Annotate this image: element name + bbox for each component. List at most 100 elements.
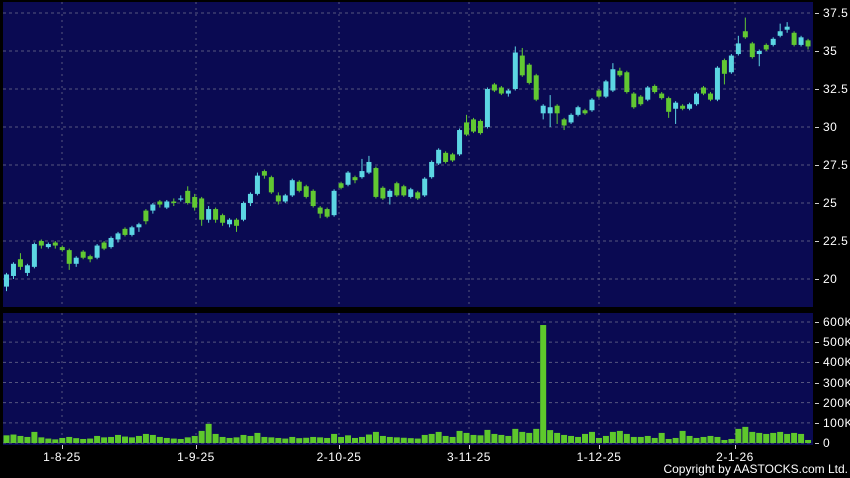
price-axis-tick (815, 51, 819, 52)
candle-down (638, 96, 644, 105)
volume-bar (80, 438, 87, 443)
candle-up (784, 26, 790, 30)
volume-bar (791, 432, 798, 443)
volume-bar (742, 426, 749, 443)
volume-bar (3, 435, 10, 443)
candle-up (603, 81, 609, 97)
candle-down (268, 177, 274, 193)
candle-down (220, 215, 226, 223)
candle-down (101, 242, 107, 249)
volume-bar (637, 436, 644, 443)
candle-down (310, 190, 316, 207)
volume-bar (393, 437, 400, 443)
price-axis-label: 32.5 (823, 82, 849, 96)
candle-up (728, 55, 734, 73)
volume-plot[interactable] (3, 313, 813, 445)
candle-down (666, 98, 672, 112)
candle-up (282, 195, 288, 202)
candle-down (742, 31, 748, 38)
volume-bar (365, 434, 372, 443)
volume-bar (658, 432, 665, 443)
date-axis-tick (339, 445, 340, 449)
volume-bar (623, 433, 630, 443)
candle-down (401, 186, 407, 196)
volume-bar (721, 439, 728, 443)
date-axis-tick (469, 445, 470, 449)
volume-axis-tick (815, 422, 819, 424)
candle-down (707, 93, 713, 100)
candle-up (457, 130, 463, 155)
candle-up (366, 161, 372, 173)
candle-down (66, 250, 72, 264)
candle-up (694, 93, 700, 105)
volume-bar (268, 437, 275, 443)
volume-bar (191, 435, 198, 443)
volume-bar (442, 435, 449, 443)
candle-down (192, 196, 198, 208)
volume-bar (554, 432, 561, 443)
volume-bar (400, 437, 407, 443)
volume-bar (665, 438, 672, 443)
volume-bar (372, 431, 379, 443)
volume-bar (679, 430, 686, 443)
candle-up (164, 201, 170, 208)
volume-bar (784, 433, 791, 443)
candle-up (714, 67, 720, 100)
candle-down (157, 201, 163, 205)
volume-axis-label: 200K (823, 395, 850, 410)
volume-bar (94, 435, 101, 443)
candle-up (387, 190, 393, 197)
candle-up (512, 52, 518, 89)
volume-bar (212, 433, 219, 443)
candle-down (415, 192, 421, 199)
candle-down (582, 110, 588, 114)
candle-up (94, 245, 100, 258)
candle-up (136, 224, 142, 228)
price-plot[interactable] (3, 2, 813, 307)
candle-up (247, 193, 253, 203)
candle-down (234, 219, 240, 226)
volume-bar (526, 432, 533, 443)
candle-up (610, 69, 616, 91)
volume-bar (582, 433, 589, 443)
candle-up (129, 227, 135, 235)
candle-up (547, 107, 553, 114)
price-axis-tick (815, 165, 819, 166)
volume-bar (568, 435, 575, 443)
volume-bar (505, 435, 512, 443)
candle-down (624, 72, 630, 93)
volume-bar (226, 437, 233, 443)
candle-down (561, 119, 567, 126)
date-axis-tick (599, 445, 600, 449)
price-axis-tick (815, 203, 819, 204)
volume-bar (198, 430, 205, 443)
volume-bar (66, 436, 73, 443)
candle-down (491, 84, 497, 91)
volume-bar (777, 431, 784, 443)
volume-bar (728, 438, 735, 443)
volume-bar (219, 436, 226, 443)
volume-bar (205, 423, 212, 443)
date-axis-label: 1-12-25 (576, 450, 622, 464)
volume-bar (756, 432, 763, 443)
volume-chart-panel[interactable] (3, 313, 813, 445)
volume-axis-tick (815, 322, 819, 323)
candle-up (206, 209, 212, 220)
volume-bar (449, 436, 456, 443)
candle-up (359, 171, 365, 178)
candle-up (568, 114, 574, 123)
candle-up (484, 89, 490, 127)
volume-bar (310, 436, 317, 443)
volume-bar (491, 433, 498, 443)
candle-down (464, 122, 470, 135)
price-axis-label: 30 (823, 120, 838, 134)
volume-bar (156, 436, 163, 443)
date-axis-label: 2-10-25 (316, 450, 362, 464)
date-axis-label: 1-9-25 (177, 450, 215, 464)
volume-bar (379, 435, 386, 443)
volume-bar (240, 434, 247, 443)
price-axis-label: 20 (823, 272, 838, 286)
price-chart-panel[interactable] (3, 2, 813, 307)
volume-bar (561, 434, 568, 443)
